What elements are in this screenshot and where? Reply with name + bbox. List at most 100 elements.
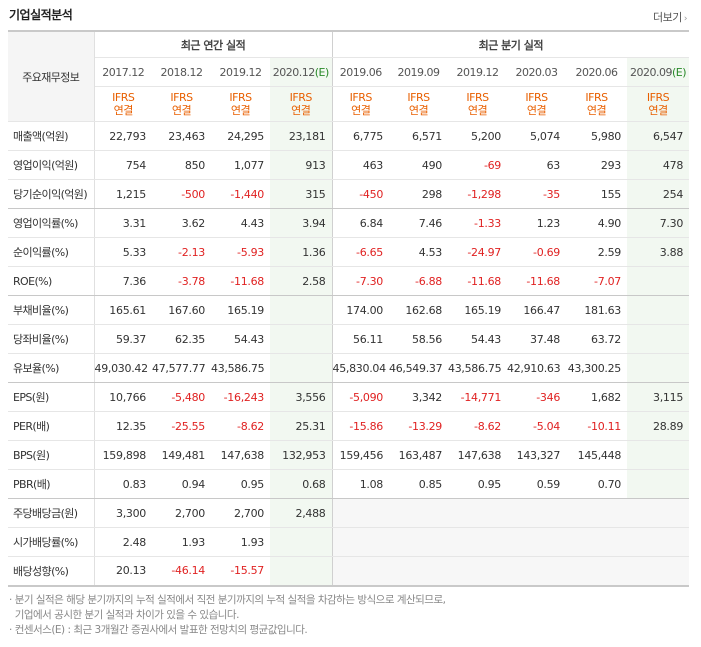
table-row: PER(배) 12.35 -25.55 -8.62 25.31 -15.86 -13.29-… [8,411,690,441]
period-header: 2020.12(E) [270,57,333,87]
row-label: 당기순이익(억원) [8,179,95,209]
table-cell [270,295,333,325]
table-cell: 6.84 [332,208,390,238]
table-cell: -450 [332,179,390,209]
table-cell: 6,547 [627,121,690,151]
table-cell: 0.95 [448,469,508,499]
basis-header: IFRS 연결 [389,86,449,122]
table-cell: 478 [627,150,690,180]
table-cell: 167.60 [152,295,211,325]
table-cell: 5,980 [566,121,628,151]
table-cell: 163,487 [389,440,449,470]
table-cell [627,295,690,325]
table-cell: 28.89 [627,411,690,441]
table-cell: 2,700 [152,498,211,528]
table-cell: -8.62 [448,411,508,441]
table-cell: 49,030.42 [94,353,152,383]
table-cell: 0.94 [152,469,211,499]
table-cell: 6,775 [332,121,390,151]
table-cell [627,498,690,528]
table-cell: 2,700 [211,498,270,528]
table-cell: 54.43 [448,324,508,354]
table-cell: 22,793 [94,121,152,151]
table-cell: 63 [507,150,567,180]
period-header: 2019.06 [332,57,390,87]
table-cell [627,353,690,383]
table-cell: -5,480 [152,382,211,412]
table-cell: 132,953 [270,440,333,470]
table-cell: 1.36 [270,237,333,267]
table-cell: -6.65 [332,237,390,267]
table-row: 시가배당률(%) 2.48 1.93 1.93 [8,527,690,557]
table-cell: 7.36 [94,266,152,296]
table-cell [389,527,449,557]
more-label[interactable]: 더보기 [653,11,682,24]
financial-table: 주요재무정보 최근 연간 실적 최근 분기 실적 2017.12 2018.12 2… [8,30,690,587]
basis-header: IFRS 연결 [94,86,152,122]
table-cell: 3.88 [627,237,690,267]
table-cell: 23,463 [152,121,211,151]
table-cell: 43,586.75 [211,353,270,383]
row-label: 매출액(억원) [8,121,95,151]
table-cell: -1,298 [448,179,508,209]
table-cell: 1.93 [152,527,211,557]
table-cell: 2.59 [566,237,628,267]
table-row: 영업이익(억원) 754 850 1,077 913 463 490 -69 63 293 478 [8,150,690,180]
table-cell: -35 [507,179,567,209]
table-cell: -24.97 [448,237,508,267]
table-cell: 43,300.25 [566,353,628,383]
table-cell: 165.61 [94,295,152,325]
table-cell: 45,830.04 [332,353,390,383]
table-row: EPS(원) 10,766 -5,480 -16,243 3,556 -5,090 3,34… [8,382,690,412]
table-cell: -346 [507,382,567,412]
table-cell: 143,327 [507,440,567,470]
table-cell [270,527,333,557]
table-cell: 37.48 [507,324,567,354]
table-cell: 5.33 [94,237,152,267]
table-cell: 6,571 [389,121,449,151]
table-cell: -5.04 [507,411,567,441]
table-cell: 58.56 [389,324,449,354]
note-2: 기업에서 공시한 분기 실적과 차이가 있을 수 있습니다. [14,609,240,621]
table-cell: 162.68 [389,295,449,325]
table-cell: 46,549.37 [389,353,449,383]
table-cell: 159,898 [94,440,152,470]
table-cell: 1,215 [94,179,152,209]
footnotes: · 분기 실적은 해당 분기까지의 누적 실적에서 직전 분기까지의 누적 실적… [9,593,446,638]
table-row: 영업이익률(%) 3.31 3.62 4.43 3.94 6.84 7.46 -1.33 1.2… [8,208,690,238]
table-cell: 2.58 [270,266,333,296]
row-label: 시가배당률(%) [8,527,95,557]
basis-header: IFRS 연결 [507,86,567,122]
table-cell: 3,342 [389,382,449,412]
table-cell [507,556,567,587]
table-cell: 0.85 [389,469,449,499]
table-row: ROE(%) 7.36 -3.78 -11.68 2.58 -7.30 -6.88 -11.6… [8,266,690,296]
row-header-label: 주요재무정보 [8,30,95,122]
table-cell: 149,481 [152,440,211,470]
table-cell: 254 [627,179,690,209]
table-cell: 5,074 [507,121,567,151]
table-cell [270,353,333,383]
table-cell [270,324,333,354]
period-header: 2019.12 [211,57,270,87]
table-cell: 20.13 [94,556,152,587]
table-cell: 1,077 [211,150,270,180]
more-link[interactable]: 더보기 › [653,9,688,25]
row-label: PER(배) [8,411,95,441]
table-cell: -15.57 [211,556,270,587]
annual-group-header: 최근 연간 실적 [94,30,333,58]
basis-header: IFRS 연결 [270,86,333,122]
table-cell: -10.11 [566,411,628,441]
table-cell: 3.94 [270,208,333,238]
table-cell: -1.33 [448,208,508,238]
basis-header: IFRS 연결 [566,86,628,122]
table-cell: -14,771 [448,382,508,412]
table-cell: 293 [566,150,628,180]
basis-header: IFRS 연결 [211,86,270,122]
table-row: BPS(원) 159,898 149,481 147,638 132,953 159,45… [8,440,690,470]
table-cell [270,556,333,587]
table-cell: 7.46 [389,208,449,238]
table-cell: 165.19 [448,295,508,325]
table-cell: 147,638 [211,440,270,470]
table-cell: 3,115 [627,382,690,412]
